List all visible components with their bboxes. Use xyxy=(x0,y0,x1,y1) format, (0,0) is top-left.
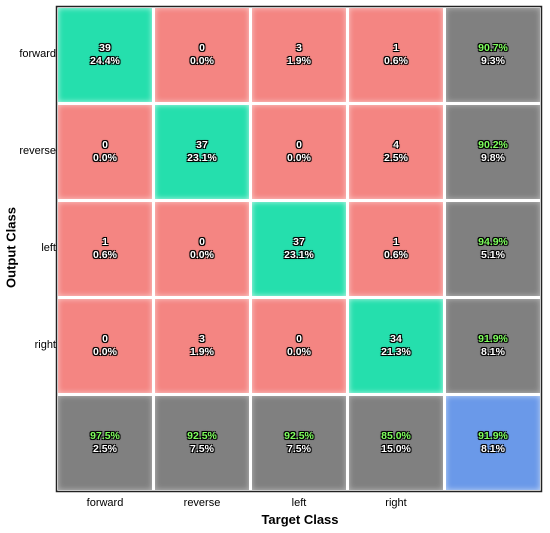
overall-correct-percent: 91.9% xyxy=(478,430,508,442)
cell-percent: 0.6% xyxy=(384,249,408,261)
cell-count: 3 xyxy=(296,42,302,54)
row-label: reverse xyxy=(19,145,56,157)
row-correct-percent: 94.9% xyxy=(478,236,508,248)
column-correct-percent: 92.5% xyxy=(187,430,217,442)
row-wrong-percent: 8.1% xyxy=(481,346,505,358)
cell-count: 0 xyxy=(199,42,205,54)
matrix-cell: 37 23.1% xyxy=(155,105,249,199)
cell-percent: 2.5% xyxy=(384,152,408,164)
cell-percent: 21.3% xyxy=(381,346,411,358)
matrix-cell: 1 0.6% xyxy=(58,202,152,296)
column-label: reverse xyxy=(183,497,221,509)
cell-percent: 23.1% xyxy=(187,152,217,164)
cell-percent: 23.1% xyxy=(284,249,314,261)
row-correct-percent: 90.7% xyxy=(478,42,508,54)
matrix-cell: 0 0.0% xyxy=(252,299,346,393)
column-label: left xyxy=(291,497,307,509)
cell-count: 1 xyxy=(102,236,108,248)
matrix-cell: 39 24.4% xyxy=(58,8,152,102)
cell-count: 1 xyxy=(393,42,399,54)
column-label: forward xyxy=(86,497,124,509)
cell-percent: 1.9% xyxy=(287,55,311,67)
row-wrong-percent: 9.3% xyxy=(481,55,505,67)
matrix-cell: 34 21.3% xyxy=(349,299,443,393)
cell-count: 4 xyxy=(393,139,399,151)
column-wrong-percent: 7.5% xyxy=(190,443,214,455)
matrix-cell: 0 0.0% xyxy=(58,105,152,199)
cell-percent: 0.6% xyxy=(93,249,117,261)
row-correct-percent: 91.9% xyxy=(478,333,508,345)
cell-count: 37 xyxy=(293,236,305,248)
column-correct-percent: 85.0% xyxy=(381,430,411,442)
cell-count: 0 xyxy=(296,333,302,345)
matrix-cell: 37 23.1% xyxy=(252,202,346,296)
row-label: right xyxy=(34,339,56,351)
cell-count: 0 xyxy=(102,139,108,151)
matrix-frame xyxy=(55,5,543,493)
matrix-cell: 1 0.6% xyxy=(349,202,443,296)
cell-percent: 0.0% xyxy=(93,346,117,358)
column-summary-cell: 92.5% 7.5% xyxy=(155,396,249,490)
matrix-cell: 0 0.0% xyxy=(155,202,249,296)
cell-count: 1 xyxy=(393,236,399,248)
cell-percent: 0.0% xyxy=(190,249,214,261)
row-label: forward xyxy=(19,48,56,60)
matrix-cell: 0 0.0% xyxy=(58,299,152,393)
matrix-cell: 0 0.0% xyxy=(155,8,249,102)
column-label: right xyxy=(385,497,407,509)
column-correct-percent: 92.5% xyxy=(284,430,314,442)
column-wrong-percent: 2.5% xyxy=(93,443,117,455)
matrix-cell: 3 1.9% xyxy=(155,299,249,393)
cell-percent: 0.6% xyxy=(384,55,408,67)
cell-count: 39 xyxy=(99,42,111,54)
row-summary-cell: 90.7% 9.3% xyxy=(446,8,540,102)
row-wrong-percent: 5.1% xyxy=(481,249,505,261)
row-summary-cell: 91.9% 8.1% xyxy=(446,299,540,393)
column-wrong-percent: 15.0% xyxy=(381,443,411,455)
column-wrong-percent: 7.5% xyxy=(287,443,311,455)
matrix-cell: 1 0.6% xyxy=(349,8,443,102)
overall-wrong-percent: 8.1% xyxy=(481,443,505,455)
cell-count: 37 xyxy=(196,139,208,151)
overall-accuracy-cell: 91.9% 8.1% xyxy=(446,396,540,490)
x-axis-label: Target Class xyxy=(261,512,339,527)
column-summary-cell: 92.5% 7.5% xyxy=(252,396,346,490)
cell-percent: 0.0% xyxy=(190,55,214,67)
row-summary-cell: 94.9% 5.1% xyxy=(446,202,540,296)
cell-count: 0 xyxy=(102,333,108,345)
row-wrong-percent: 9.8% xyxy=(481,152,505,164)
row-correct-percent: 90.2% xyxy=(478,139,508,151)
row-summary-cell: 90.2% 9.8% xyxy=(446,105,540,199)
cell-count: 0 xyxy=(199,236,205,248)
cell-percent: 0.0% xyxy=(287,152,311,164)
row-label: left xyxy=(41,242,56,254)
column-summary-cell: 97.5% 2.5% xyxy=(58,396,152,490)
cell-percent: 24.4% xyxy=(90,55,120,67)
cell-percent: 1.9% xyxy=(190,346,214,358)
cell-percent: 0.0% xyxy=(287,346,311,358)
column-summary-cell: 85.0% 15.0% xyxy=(349,396,443,490)
cell-count: 34 xyxy=(390,333,402,345)
cell-percent: 0.0% xyxy=(93,152,117,164)
matrix-cell: 0 0.0% xyxy=(252,105,346,199)
matrix-cell: 4 2.5% xyxy=(349,105,443,199)
column-correct-percent: 97.5% xyxy=(90,430,120,442)
cell-count: 0 xyxy=(296,139,302,151)
matrix-cell: 3 1.9% xyxy=(252,8,346,102)
cell-count: 3 xyxy=(199,333,205,345)
